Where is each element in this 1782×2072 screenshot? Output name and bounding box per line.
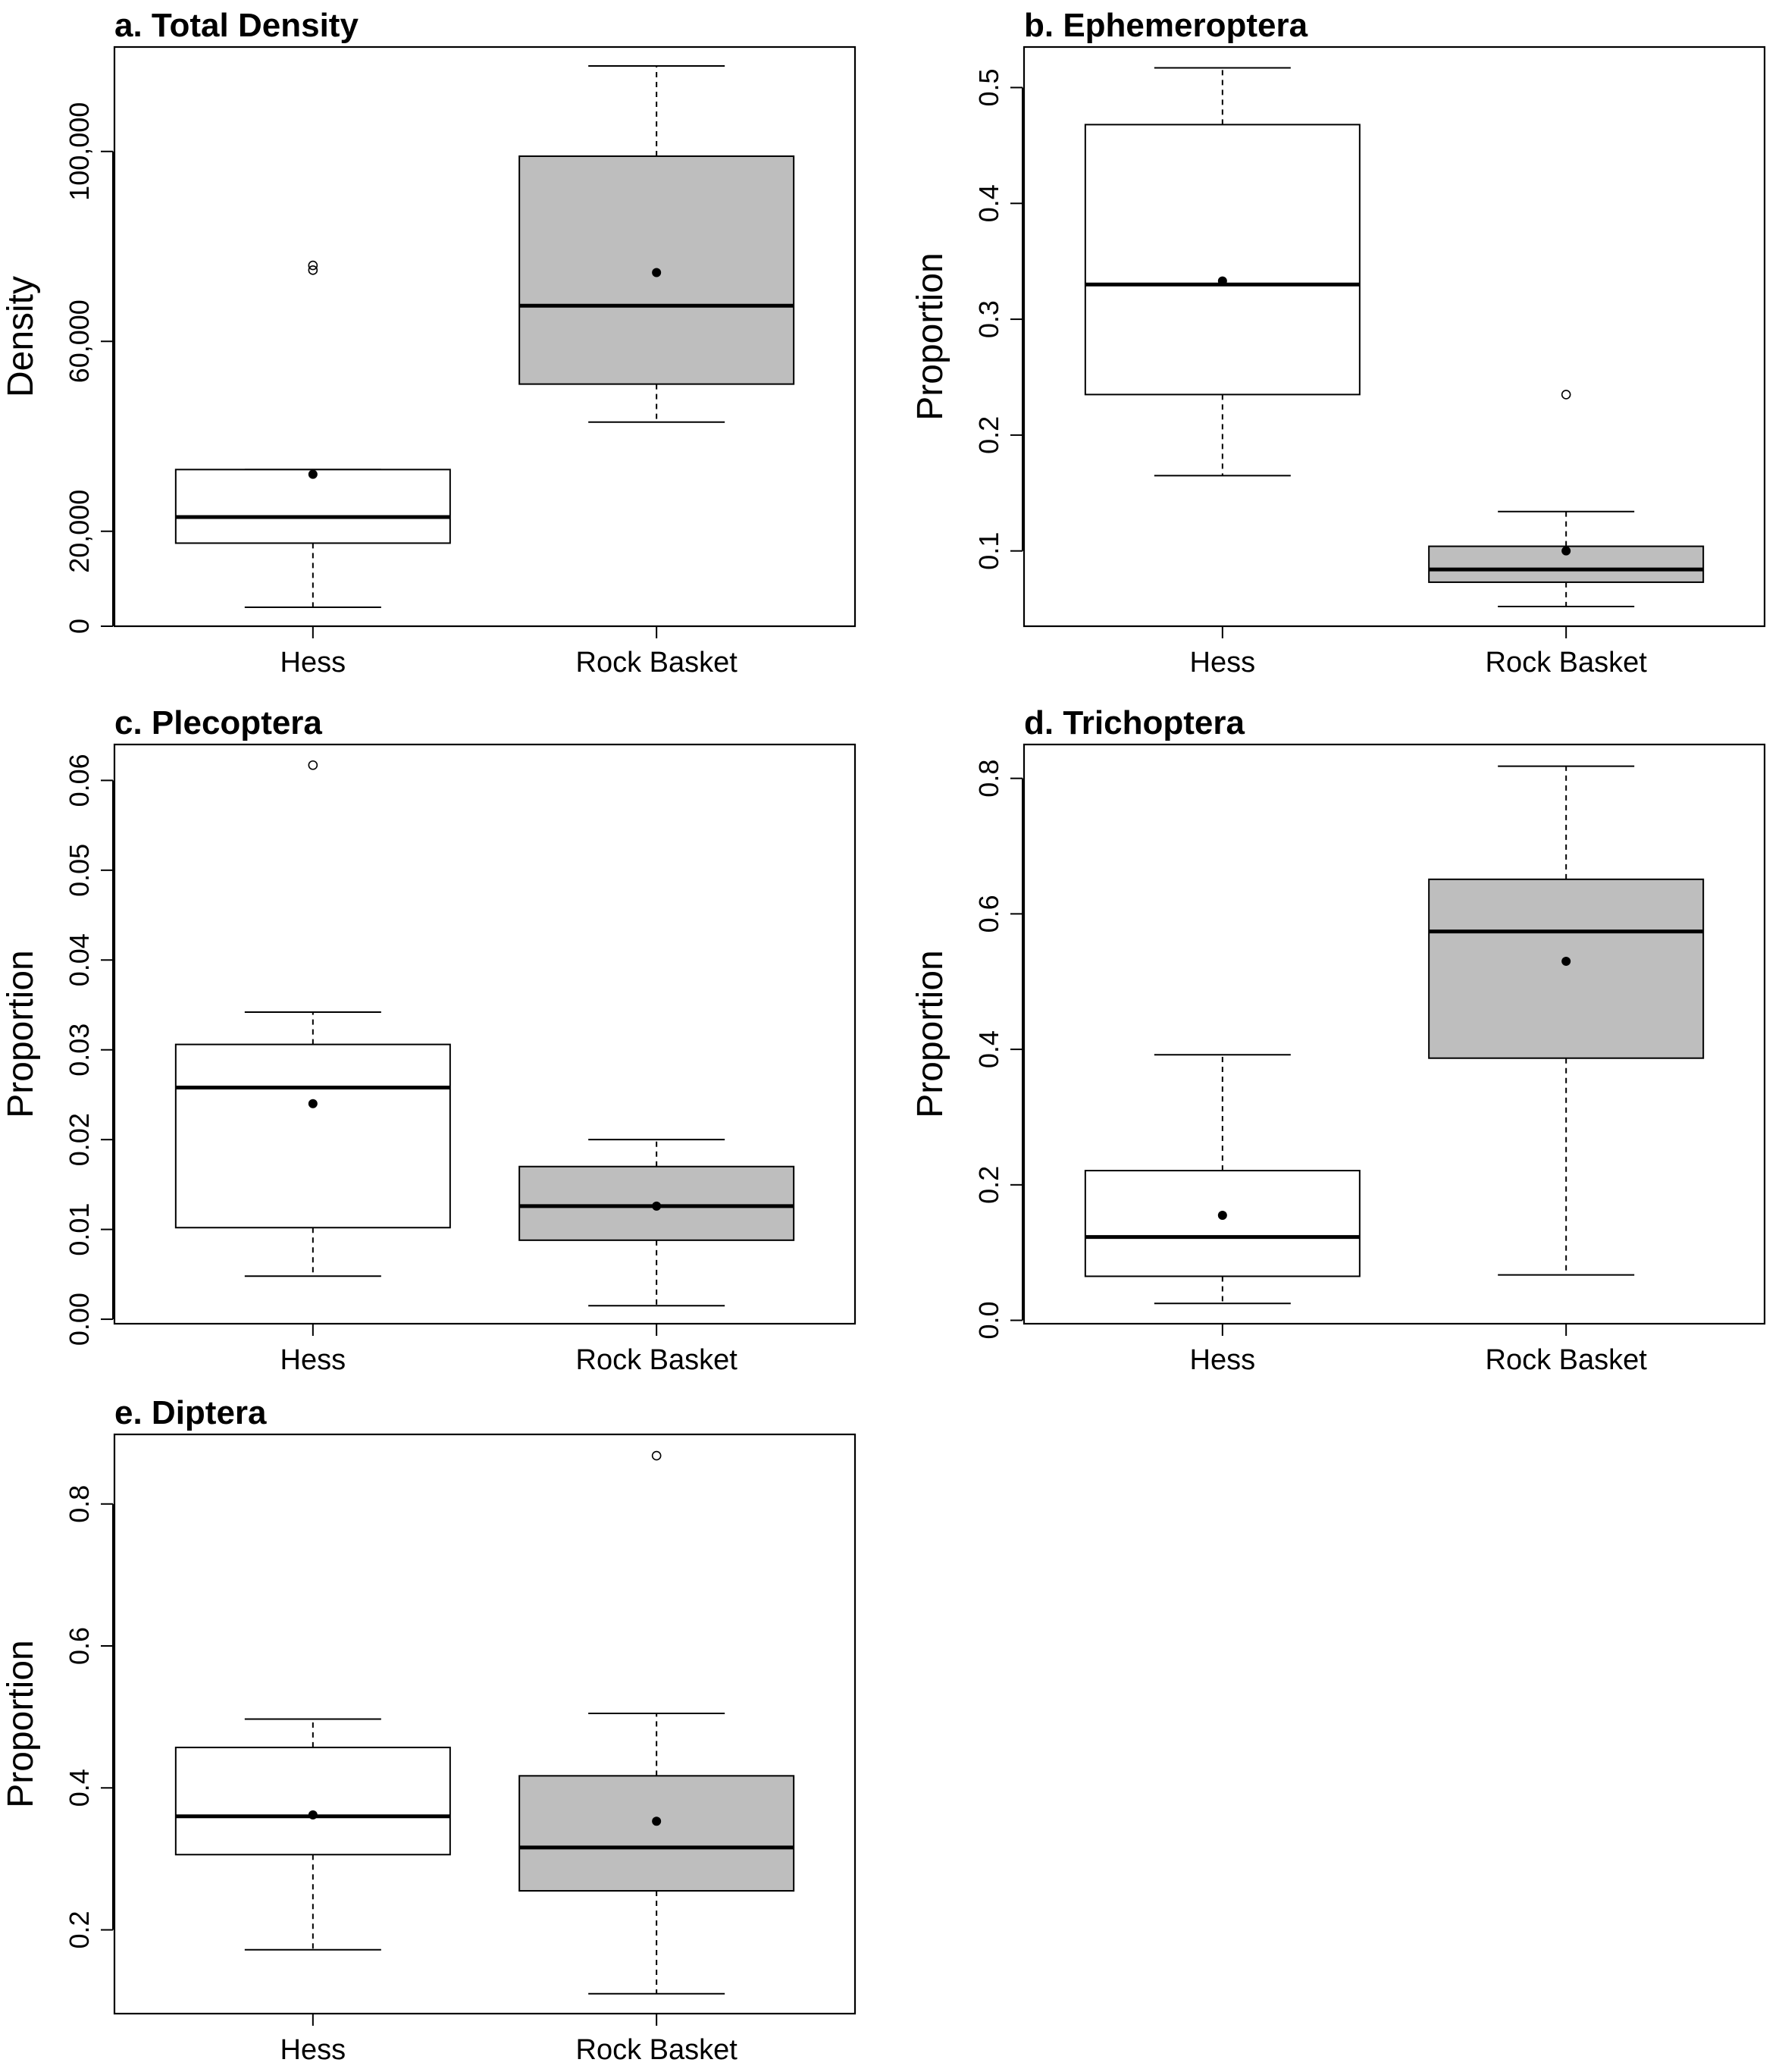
outlier-point — [1561, 390, 1571, 400]
mean-point — [308, 1099, 318, 1108]
y-axis-label: Density — [1, 276, 41, 397]
y-tick-label: 0.5 — [973, 68, 1004, 106]
iqr-box — [518, 1775, 795, 1892]
y-tick-label: 20,000 — [64, 490, 95, 573]
box-rock-basket — [518, 65, 795, 423]
y-axis-label: Proportion — [910, 252, 951, 420]
panel-1: a. Total Density 0 20,000 60,000 100,000 Dens… — [1, 7, 857, 679]
panel-title: d. Trichoptera — [1024, 704, 1245, 741]
plot-frame — [1023, 743, 1766, 1325]
x-tick-label: Hess — [1190, 647, 1256, 679]
mean-point — [1561, 546, 1571, 556]
mean-point — [652, 1817, 662, 1826]
x-tick-label: Rock Basket — [576, 1344, 738, 1376]
panel-4: d. Trichoptera 0.0 0.2 0.4 0.6 0.8 Proportion H… — [910, 704, 1766, 1376]
y-tick-label: 0.2 — [64, 1911, 95, 1948]
y-tick-label: 0.6 — [973, 895, 1004, 933]
panel-title: a. Total Density — [114, 7, 359, 44]
plot-frame — [113, 743, 857, 1325]
box-rock-basket — [1428, 765, 1705, 1276]
box-rock-basket — [1428, 390, 1705, 608]
mean-point — [308, 1810, 318, 1820]
panel-2: b. Ephemeroptera 0.1 0.2 0.3 0.4 0.5 Proportio… — [910, 7, 1766, 679]
plot-frame — [113, 1433, 857, 2015]
box-hess — [1084, 1054, 1361, 1305]
x-tick-label: Hess — [280, 647, 346, 679]
y-tick-label: 100,000 — [64, 102, 95, 201]
x-tick-label: Hess — [280, 2034, 346, 2066]
y-tick-label: 0 — [64, 619, 95, 634]
mean-point — [652, 1201, 662, 1211]
box-hess — [1084, 67, 1361, 477]
y-tick-label: 0.4 — [64, 1769, 95, 1807]
outlier-point — [308, 260, 318, 271]
y-tick-label: 0.2 — [973, 1166, 1004, 1204]
y-tick-label: 0.05 — [64, 844, 95, 897]
panel-title: b. Ephemeroptera — [1024, 7, 1308, 44]
y-tick-label: 0.1 — [973, 532, 1004, 570]
iqr-box — [174, 1746, 451, 1856]
y-tick-label: 0.00 — [64, 1293, 95, 1346]
y-tick-label: 0.01 — [64, 1203, 95, 1256]
y-tick-label: 0.3 — [973, 300, 1004, 338]
outlier-point — [308, 760, 318, 770]
y-tick-label: 0.4 — [973, 184, 1004, 222]
y-tick-label: 0.4 — [973, 1030, 1004, 1068]
y-tick-label: 0.06 — [64, 754, 95, 807]
mean-point — [1561, 956, 1571, 966]
y-tick-label: 0.8 — [64, 1485, 95, 1523]
x-tick-label: Rock Basket — [576, 647, 738, 679]
iqr-box — [174, 469, 451, 544]
y-tick-label: 0.04 — [64, 933, 95, 986]
mean-point — [1217, 276, 1227, 286]
outlier-point — [651, 1450, 662, 1461]
y-tick-label: 0.03 — [64, 1023, 95, 1077]
x-tick-label: Hess — [280, 1344, 346, 1376]
x-tick-label: Rock Basket — [1486, 1344, 1648, 1376]
outlier-point — [308, 265, 318, 275]
y-tick-label: 0.8 — [973, 760, 1004, 798]
y-axis-label: Proportion — [1, 950, 41, 1118]
iqr-box — [174, 1043, 451, 1229]
box-rock-basket — [518, 1139, 795, 1307]
panel-title: c. Plecoptera — [114, 704, 322, 741]
iqr-box — [1084, 124, 1361, 396]
x-tick-label: Hess — [1190, 1344, 1256, 1376]
panel-5: e. Diptera 0.2 0.4 0.6 0.8 Proportion Hess Rock… — [1, 1394, 857, 2066]
iqr-box — [1084, 1170, 1361, 1277]
plot-frame — [113, 45, 857, 628]
box-rock-basket — [518, 1450, 795, 1995]
y-tick-label: 0.6 — [64, 1627, 95, 1665]
x-tick-label: Rock Basket — [576, 2034, 738, 2066]
y-tick-label: 60,000 — [64, 299, 95, 383]
mean-point — [1217, 1211, 1227, 1221]
box-hess — [174, 1718, 451, 1951]
x-tick-label: Rock Basket — [1486, 647, 1648, 679]
y-axis-label: Proportion — [1, 1640, 41, 1807]
y-tick-label: 0.02 — [64, 1113, 95, 1166]
plot-frame — [1023, 45, 1766, 628]
iqr-box — [1428, 878, 1705, 1059]
y-tick-label: 0.0 — [973, 1302, 1004, 1340]
mean-point — [652, 268, 662, 277]
y-axis-label: Proportion — [910, 950, 951, 1118]
panel-title: e. Diptera — [114, 1394, 267, 1431]
box-hess — [174, 760, 451, 1277]
y-tick-label: 0.2 — [973, 416, 1004, 454]
mean-point — [308, 469, 318, 479]
panel-3: c. Plecoptera 0.00 0.01 0.02 0.03 0.04 0.05 0.0… — [1, 704, 857, 1376]
box-hess — [174, 260, 451, 608]
